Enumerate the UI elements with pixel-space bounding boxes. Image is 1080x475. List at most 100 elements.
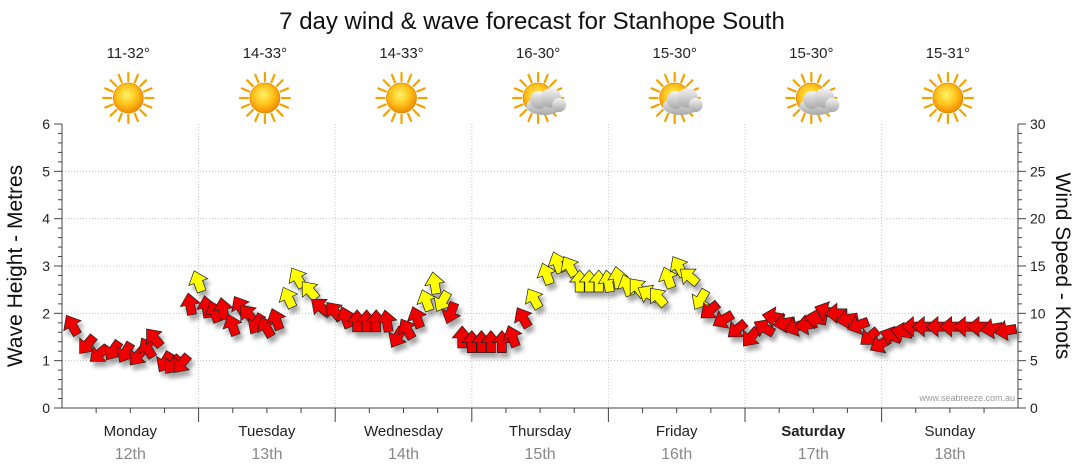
sun-ray <box>412 108 421 117</box>
wind-arrow-64 <box>712 310 736 329</box>
left-tick-label: 4 <box>42 211 50 227</box>
wind-arrow-10 <box>173 352 192 373</box>
sun-disc <box>386 82 417 114</box>
partly-cloudy-icon <box>648 71 703 125</box>
sun-ray <box>406 112 413 123</box>
sun-ray <box>816 73 822 84</box>
wind-arrow-16 <box>222 313 243 338</box>
wind-arrow-38 <box>440 300 462 325</box>
sun-ray <box>923 103 934 109</box>
sun-ray <box>549 79 557 88</box>
cloud-puff <box>552 98 567 112</box>
sun-ray <box>923 87 934 93</box>
left-tick-label: 3 <box>42 258 50 274</box>
left-tick-label: 6 <box>42 116 50 132</box>
wind-arrow-11 <box>179 292 201 316</box>
sun-ray <box>680 73 686 84</box>
temperature-label: 15-31° <box>926 45 970 62</box>
sun-ray <box>822 79 831 88</box>
day-date-label: 13th <box>251 446 282 463</box>
sun-ray <box>390 73 397 84</box>
sun-ray <box>117 73 123 84</box>
wind-arrow-46 <box>524 288 544 311</box>
sun-ray <box>142 87 153 93</box>
left-tick-label: 5 <box>42 163 50 179</box>
cloud-shape <box>526 88 567 115</box>
day-label-saturday: Saturday <box>781 423 846 440</box>
sun-ray <box>240 103 251 109</box>
wind-arrow-22 <box>278 286 299 310</box>
sun-ray <box>382 108 391 117</box>
wind-arrow-34 <box>406 306 428 330</box>
wind-arrow-74 <box>824 302 848 325</box>
wind-arrow-42 <box>480 330 502 353</box>
sun-ray <box>246 108 254 117</box>
sun-ray <box>270 112 276 123</box>
wind-arrow-76 <box>846 314 871 336</box>
sun-ray <box>254 73 260 84</box>
wind-arrow-47 <box>536 262 557 286</box>
sun-icon <box>238 71 291 125</box>
sun-ray <box>382 79 391 88</box>
partly-cloudy-icon <box>511 71 567 125</box>
sun-ray <box>519 108 528 117</box>
sun-icon <box>921 71 975 125</box>
sun-ray <box>133 73 139 84</box>
temperature-label: 16-30° <box>516 45 560 62</box>
sun-ray <box>416 87 426 93</box>
sun-ray <box>958 108 967 117</box>
left-tick-label: 0 <box>42 400 50 416</box>
right-tick-label: 0 <box>1030 400 1038 416</box>
day-date-label: 12th <box>115 446 146 463</box>
sun-ray <box>513 87 524 93</box>
sun-ray <box>279 87 290 93</box>
sun-ray <box>109 108 118 117</box>
wind-arrow-12 <box>188 270 209 294</box>
sun-icon <box>102 71 155 125</box>
wind-arrow-61 <box>680 268 701 288</box>
sun-ray <box>377 87 387 93</box>
sun-disc <box>249 82 281 114</box>
left-tick-label: 2 <box>42 305 50 321</box>
left-tick-label: 1 <box>42 353 50 369</box>
sun-ray <box>792 108 801 117</box>
sun-ray <box>270 73 276 84</box>
sun-ray <box>416 103 426 109</box>
sun-ray <box>937 73 943 84</box>
sun-ray <box>279 103 290 109</box>
credit-label: www.seabreeze.com.au <box>918 393 1015 403</box>
sun-ray <box>513 103 524 109</box>
wind-arrow-87 <box>980 318 1004 340</box>
partly-cloudy-icon <box>785 71 840 125</box>
sun-ray <box>412 79 421 88</box>
day-date-label: 14th <box>388 446 419 463</box>
sun-ray <box>139 108 148 117</box>
sun-ray <box>787 103 797 109</box>
right-tick-label: 5 <box>1030 353 1038 369</box>
sun-ray <box>246 79 254 88</box>
sun-ray <box>240 87 251 93</box>
wind-arrow-1 <box>79 333 98 354</box>
right-axis-title: Wind Speed - Knots <box>1051 173 1074 360</box>
wind-arrow-58 <box>650 287 669 309</box>
sun-ray <box>929 79 937 88</box>
right-tick-label: 15 <box>1030 258 1046 274</box>
wind-arrow-44 <box>502 325 523 349</box>
sun-ray <box>650 103 661 109</box>
cloud-shape <box>799 88 840 115</box>
cloud-shape <box>662 88 703 115</box>
temperature-label: 14-33° <box>379 45 423 62</box>
wind-arrow-65 <box>727 318 749 338</box>
sun-icon <box>375 71 428 125</box>
sun-ray <box>104 87 114 93</box>
wind-arrow-35 <box>416 289 437 313</box>
right-tick-label: 25 <box>1030 163 1046 179</box>
wind-arrow-86 <box>966 315 990 338</box>
wind-arrow-7 <box>146 328 165 350</box>
temperature-label: 11-32° <box>107 45 150 62</box>
sun-ray <box>800 112 806 123</box>
sun-ray <box>787 87 797 93</box>
wind-arrow-45 <box>514 307 533 330</box>
sun-ray <box>937 112 943 123</box>
wind-arrow-33 <box>397 318 417 341</box>
